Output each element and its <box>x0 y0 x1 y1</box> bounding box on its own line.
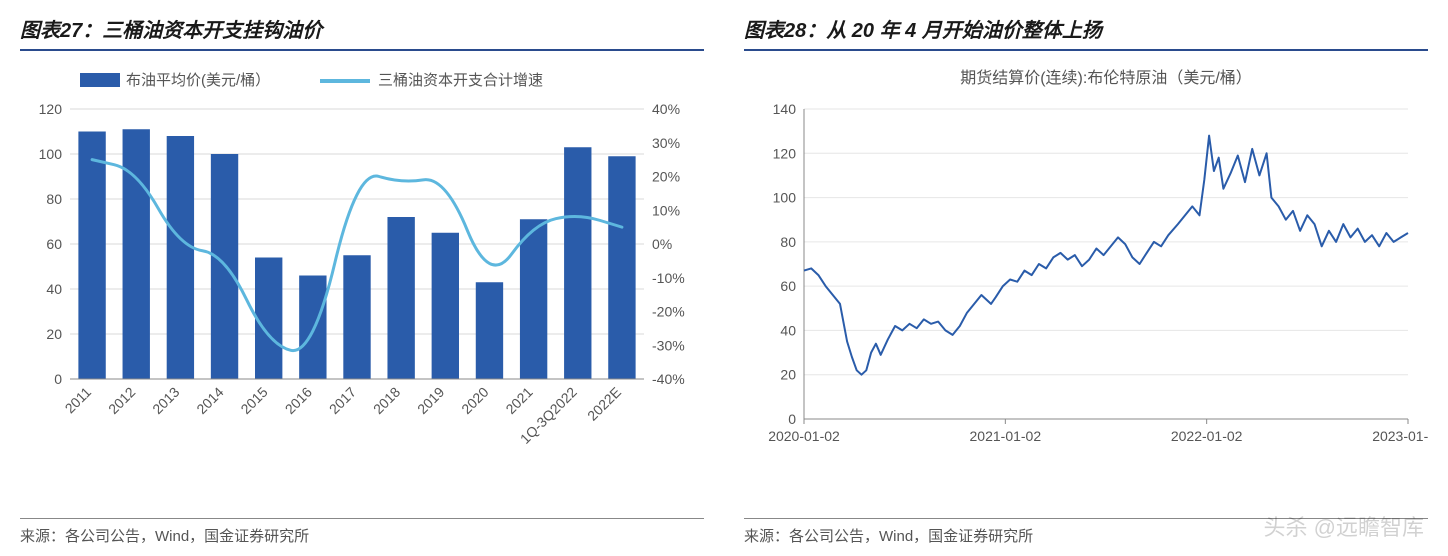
svg-text:2014: 2014 <box>193 384 226 417</box>
right-source: 来源：各公司公告，Wind，国金证券研究所 <box>744 518 1428 546</box>
svg-text:2018: 2018 <box>370 384 403 417</box>
right-chart-svg: 期货结算价(连续):布伦特原油（美元/桶） 0 20 40 60 80 100 120 140 2… <box>744 59 1428 469</box>
svg-text:2019: 2019 <box>414 384 447 417</box>
right-title: 图表28：从 20 年 4 月开始油价整体上扬 <box>744 10 1428 51</box>
right-panel: 图表28：从 20 年 4 月开始油价整体上扬 期货结算价(连续):布伦特原油（… <box>724 0 1448 556</box>
svg-text:2022-01-02: 2022-01-02 <box>1171 428 1243 444</box>
svg-text:2017: 2017 <box>326 384 359 417</box>
svg-text:三桶油资本开支合计增速: 三桶油资本开支合计增速 <box>378 72 543 89</box>
svg-text:60: 60 <box>46 236 62 252</box>
svg-text:2022E: 2022E <box>584 384 624 424</box>
svg-text:10%: 10% <box>652 202 680 218</box>
left-chart: 布油平均价(美元/桶） 三桶油资本开支合计增速 0 20 40 60 80 100 120 -40… <box>20 59 704 512</box>
svg-text:-20%: -20% <box>652 304 685 320</box>
svg-text:100: 100 <box>773 190 797 206</box>
svg-text:期货结算价(连续):布伦特原油（美元/桶）: 期货结算价(连续):布伦特原油（美元/桶） <box>960 68 1252 87</box>
svg-text:0: 0 <box>788 411 796 427</box>
left-source: 来源：各公司公告，Wind，国金证券研究所 <box>20 518 704 546</box>
page: 图表27：三桶油资本开支挂钩油价 布油平均价(美元/桶） 三桶油资本开支合计增速 0… <box>0 0 1448 556</box>
svg-text:0%: 0% <box>652 236 672 252</box>
svg-text:20: 20 <box>46 326 62 342</box>
svg-text:2016: 2016 <box>282 384 315 417</box>
svg-text:120: 120 <box>39 101 63 117</box>
right-chart: 期货结算价(连续):布伦特原油（美元/桶） 0 20 40 60 80 100 120 140 2… <box>744 59 1428 512</box>
svg-text:-30%: -30% <box>652 337 685 353</box>
svg-text:40%: 40% <box>652 101 680 117</box>
left-title: 图表27：三桶油资本开支挂钩油价 <box>20 10 704 51</box>
svg-text:2013: 2013 <box>149 384 182 417</box>
svg-text:80: 80 <box>46 191 62 207</box>
svg-text:2020: 2020 <box>458 384 491 417</box>
svg-text:布油平均价(美元/桶）: 布油平均价(美元/桶） <box>126 72 270 89</box>
svg-text:2011: 2011 <box>62 384 95 417</box>
svg-text:2021: 2021 <box>502 384 535 417</box>
svg-text:80: 80 <box>780 234 796 250</box>
svg-text:60: 60 <box>780 278 796 294</box>
svg-text:40: 40 <box>46 281 62 297</box>
svg-text:30%: 30% <box>652 135 680 151</box>
svg-text:100: 100 <box>39 146 63 162</box>
svg-text:0: 0 <box>54 371 62 387</box>
svg-text:120: 120 <box>773 145 797 161</box>
svg-text:2023-01-02: 2023-01-02 <box>1372 428 1428 444</box>
svg-text:2012: 2012 <box>105 384 138 417</box>
svg-text:2015: 2015 <box>237 384 270 417</box>
svg-text:2021-01-02: 2021-01-02 <box>970 428 1042 444</box>
svg-text:20%: 20% <box>652 169 680 185</box>
svg-text:20: 20 <box>780 367 796 383</box>
left-panel: 图表27：三桶油资本开支挂钩油价 布油平均价(美元/桶） 三桶油资本开支合计增速 0… <box>0 0 724 556</box>
svg-text:2020-01-02: 2020-01-02 <box>768 428 840 444</box>
svg-text:40: 40 <box>780 322 796 338</box>
svg-text:-10%: -10% <box>652 270 685 286</box>
svg-text:140: 140 <box>773 101 797 117</box>
left-chart-svg: 布油平均价(美元/桶） 三桶油资本开支合计增速 0 20 40 60 80 100 120 -40… <box>20 59 704 469</box>
svg-text:-40%: -40% <box>652 371 685 387</box>
